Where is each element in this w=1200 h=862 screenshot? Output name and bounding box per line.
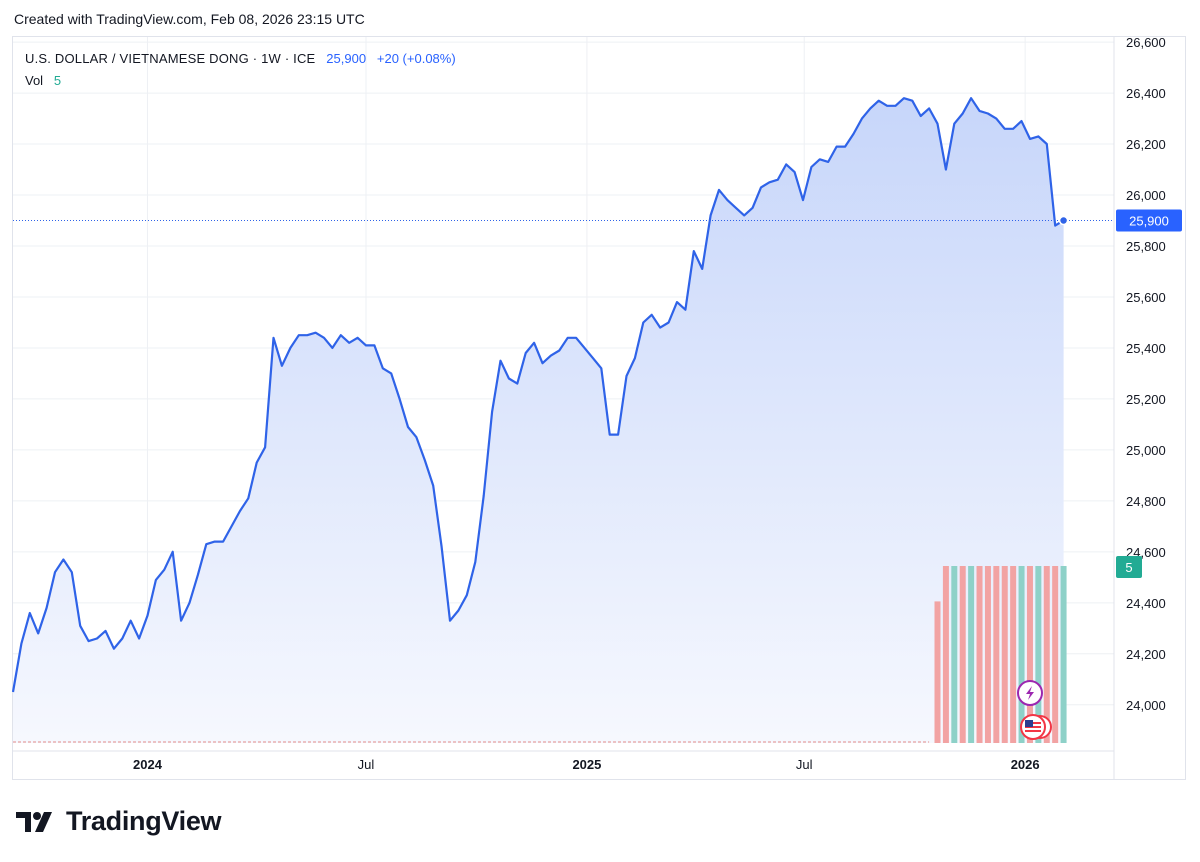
x-tick-label: Jul [796,757,813,772]
last-price: 25,900 [326,51,367,66]
volume-bar [934,601,941,743]
volume-bar [951,566,958,743]
event-icons [1017,680,1052,740]
volume-badge-label: 5 [1125,560,1132,575]
chart-frame[interactable] [12,36,1186,780]
tradingview-logo-icon [16,811,52,832]
volume-bar [1035,566,1042,743]
price-change: +20 (+0.08%) [376,51,456,66]
symbol-title[interactable]: U.S. DOLLAR / VIETNAMESE DONG · 1W · ICE [25,51,316,66]
y-tick-label: 26,200 [1126,137,1166,152]
created-with-note: Created with TradingView.com, Feb 08, 20… [14,11,365,27]
price-line [11,97,1114,693]
tradingview-logo: TradingView [16,806,222,837]
y-tick-label: 26,000 [1126,188,1166,203]
volume-bar [1010,566,1017,743]
y-tick-label: 24,000 [1126,698,1166,713]
price-series-line[interactable] [11,97,1065,693]
y-tick-label: 25,000 [1126,443,1166,458]
lightning-event-icon[interactable] [1017,680,1043,706]
volume-bar [993,566,1000,743]
y-tick-label: 25,800 [1126,239,1166,254]
volume-bar [1001,566,1008,743]
y-tick-label: 25,200 [1126,392,1166,407]
volume-bar [959,566,966,743]
x-tick-label: Jul [358,757,375,772]
volume-bar [1018,566,1025,743]
us-flag-event-icon[interactable] [1020,714,1052,740]
axes: 24,00024,20024,40024,60024,80025,00025,2… [13,35,1166,779]
volume-value: 5 [53,73,62,88]
chart-legend: U.S. DOLLAR / VIETNAMESE DONG · 1W · ICE… [25,48,456,92]
last-price-badge-label: 25,900 [1129,214,1169,229]
volume-bar [942,566,949,743]
volume-bars [13,566,1067,743]
volume-bar [968,566,975,743]
tradingview-wordmark: TradingView [66,806,222,836]
volume-bar [1026,566,1033,743]
badges: 25,900 5 [1116,209,1182,578]
y-tick-label: 25,600 [1126,290,1166,305]
volume-bar [1060,566,1067,743]
y-tick-label: 26,600 [1126,35,1166,50]
price-area [13,98,1064,743]
volume-label[interactable]: Vol [25,73,44,88]
x-tick-label: 2026 [1011,757,1040,772]
x-tick-label: 2025 [572,757,601,772]
y-tick-label: 24,200 [1126,647,1166,662]
volume-bar [1043,566,1050,743]
volume-bar [1052,566,1059,743]
legend-volume-row: Vol 5 [25,70,456,92]
volume-bar [976,566,983,743]
volume-badge [1116,556,1142,578]
price-area-fill [13,98,1064,743]
last-price-badge [1116,209,1182,232]
y-tick-label: 24,800 [1126,494,1166,509]
y-tick-label: 24,400 [1126,596,1166,611]
last-price-marker[interactable] [1058,215,1069,226]
volume-bar [984,566,991,743]
x-tick-label: 2024 [133,757,163,772]
y-tick-label: 25,400 [1126,341,1166,356]
legend-symbol-row: U.S. DOLLAR / VIETNAMESE DONG · 1W · ICE… [25,48,456,70]
y-tick-label: 26,400 [1126,86,1166,101]
